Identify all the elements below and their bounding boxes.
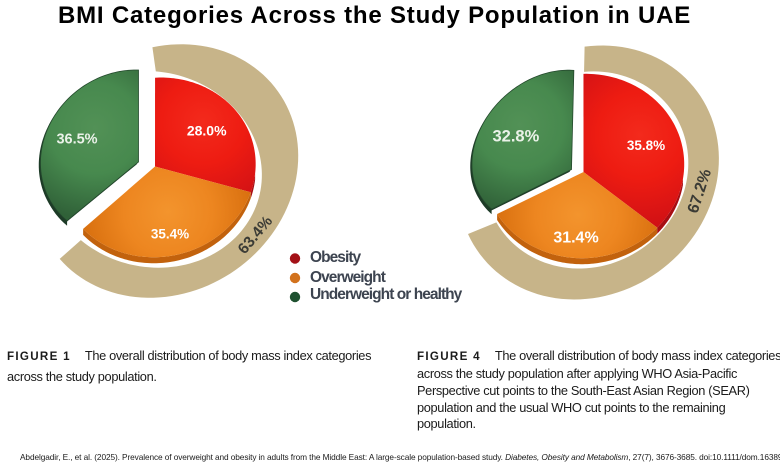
svg-text:36.5%: 36.5% xyxy=(56,132,97,148)
svg-text:31.4%: 31.4% xyxy=(553,230,598,247)
svg-text:35.4%: 35.4% xyxy=(151,227,189,242)
svg-text:28.0%: 28.0% xyxy=(187,123,227,139)
svg-text:32.8%: 32.8% xyxy=(493,128,540,146)
svg-text:35.8%: 35.8% xyxy=(627,138,665,153)
